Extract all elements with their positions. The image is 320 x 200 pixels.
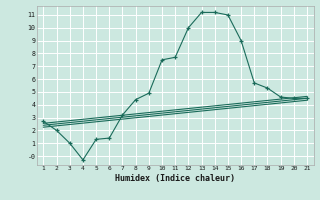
X-axis label: Humidex (Indice chaleur): Humidex (Indice chaleur) <box>115 174 235 183</box>
